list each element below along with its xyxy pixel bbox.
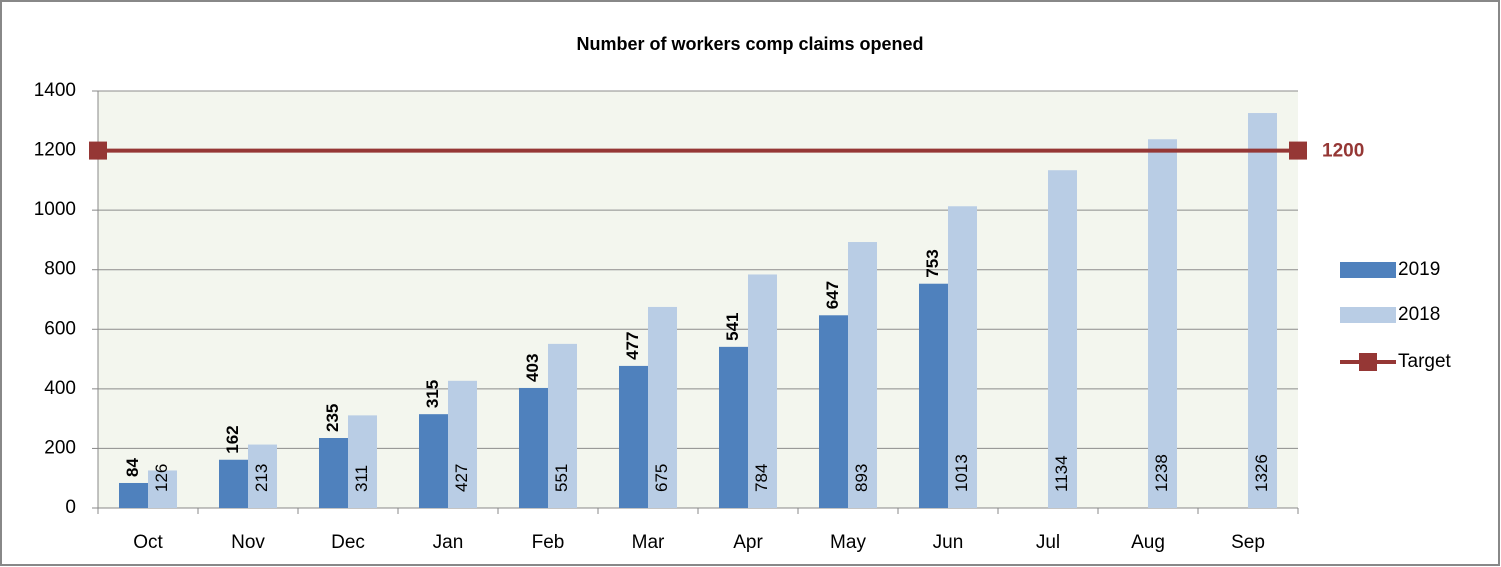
x-tick-label: Mar (632, 532, 665, 553)
data-label: 315 (423, 380, 442, 408)
bar (619, 365, 648, 508)
data-label: 213 (252, 464, 271, 492)
x-tick-label: Dec (331, 532, 365, 553)
target-marker (89, 141, 107, 160)
x-tick-label: Jun (933, 532, 964, 553)
plot-area (98, 91, 1298, 508)
legend-swatch (1359, 353, 1377, 371)
x-tick-label: Sep (1231, 532, 1265, 553)
x-tick-label: Aug (1131, 532, 1165, 553)
data-label: 753 (923, 249, 942, 277)
legend-swatch (1340, 262, 1396, 278)
data-label: 551 (552, 464, 571, 492)
legend-swatch (1340, 307, 1396, 323)
target-label: 1200 (1322, 141, 1364, 162)
data-label: 1134 (1052, 455, 1071, 492)
data-label: 427 (452, 464, 471, 492)
bar (919, 283, 948, 508)
data-label: 893 (852, 464, 871, 492)
data-label: 1013 (952, 454, 971, 492)
bar (1148, 139, 1177, 508)
bar (219, 459, 248, 508)
bar (519, 387, 548, 508)
bar (1048, 170, 1077, 509)
x-tick-label: Apr (733, 532, 763, 553)
y-tick-label: 1200 (34, 140, 76, 161)
bar (648, 306, 677, 508)
target-marker (1289, 141, 1307, 160)
bar (1248, 113, 1277, 508)
bar (948, 206, 977, 508)
y-tick-label: 200 (44, 437, 76, 458)
data-label: 477 (623, 332, 642, 360)
y-tick-label: 1000 (34, 199, 76, 220)
data-label: 162 (223, 425, 242, 453)
data-label: 541 (723, 312, 742, 340)
data-label: 126 (152, 464, 171, 492)
y-tick-label: 1400 (34, 80, 76, 101)
x-tick-label: Nov (231, 532, 265, 553)
bar (319, 438, 348, 508)
chart-title: Number of workers comp claims opened (576, 34, 923, 54)
data-label: 311 (352, 465, 371, 492)
y-tick-label: 400 (44, 378, 76, 399)
legend-label: 2018 (1398, 304, 1440, 325)
x-tick-label: Oct (133, 532, 163, 553)
bar (748, 274, 777, 508)
bar (719, 346, 748, 508)
y-tick-label: 0 (65, 497, 76, 518)
bar (419, 414, 448, 508)
y-tick-label: 600 (44, 318, 76, 339)
bar (819, 315, 848, 508)
bar (248, 444, 277, 508)
bar (148, 470, 177, 508)
y-tick-label: 800 (44, 259, 76, 280)
x-tick-label: Jul (1036, 532, 1060, 553)
bar (448, 380, 477, 508)
x-tick-label: Jan (433, 532, 464, 553)
x-tick-label: May (830, 532, 866, 553)
bar (548, 343, 577, 508)
data-label: 675 (652, 464, 671, 492)
x-tick-label: Feb (532, 532, 565, 553)
data-label: 784 (752, 464, 771, 492)
bar (119, 482, 148, 508)
bar (348, 415, 377, 508)
data-label: 647 (823, 281, 842, 309)
data-label: 235 (323, 404, 342, 432)
data-label: 1326 (1252, 454, 1271, 492)
bar (848, 242, 877, 509)
data-label: 403 (523, 354, 542, 382)
legend-label: 2019 (1398, 259, 1440, 280)
data-label: 1238 (1152, 454, 1171, 492)
legend-label: Target (1398, 351, 1452, 372)
data-label: 84 (123, 458, 142, 477)
